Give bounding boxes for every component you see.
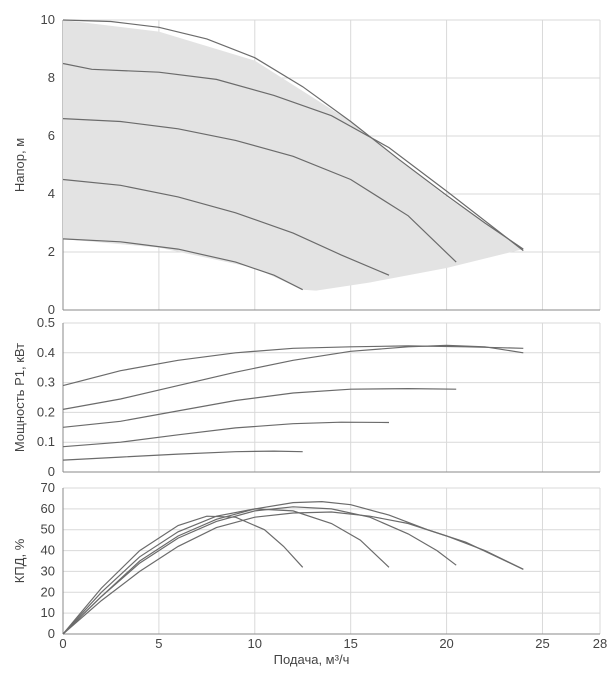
efficiency-curve-speed-1 <box>62 515 304 635</box>
efficiency-y-tick-label: 20 <box>41 584 55 599</box>
power-curve-speed-1 <box>62 450 303 461</box>
efficiency-x-tick-label: 25 <box>535 636 549 651</box>
power-y-tick-label: 0 <box>48 464 55 479</box>
power-y-axis-title: Мощность P1, кВт <box>12 343 27 452</box>
head-curve-speed-1 <box>62 238 303 291</box>
head-y-axis-title: Напор, м <box>12 138 27 192</box>
efficiency-x-tick-label: 10 <box>248 636 262 651</box>
efficiency-y-tick-label: 60 <box>41 501 55 516</box>
efficiency-y-tick-label: 40 <box>41 543 55 558</box>
efficiency-curve-max <box>62 500 524 635</box>
head-operating-area <box>63 20 524 291</box>
power-y-tick-label: 0.5 <box>37 315 55 330</box>
efficiency-x-tick-label: 15 <box>343 636 357 651</box>
efficiency-x-tick-label: 5 <box>155 636 162 651</box>
head-y-tick-label: 6 <box>48 128 55 143</box>
efficiency-y-tick-label: 50 <box>41 522 55 537</box>
head-curve-speed-4 <box>62 62 524 252</box>
efficiency-y-tick-label: 0 <box>48 626 55 641</box>
head-y-tick-label: 0 <box>48 302 55 317</box>
power-curve-speed-3 <box>62 387 457 428</box>
efficiency-x-tick-label: 20 <box>439 636 453 651</box>
head-y-tick-label: 8 <box>48 70 55 85</box>
head-y-tick-label: 4 <box>48 186 55 201</box>
efficiency-curve-speed-4 <box>62 511 524 635</box>
efficiency-y-tick-label: 70 <box>41 480 55 495</box>
efficiency-x-axis-title: Подача, м³/ч <box>274 652 350 667</box>
efficiency-y-tick-label: 30 <box>41 563 55 578</box>
power-curve-speed-4 <box>62 344 524 410</box>
power-y-tick-label: 0.3 <box>37 375 55 390</box>
power-curve-max <box>62 345 524 387</box>
power-y-tick-label: 0.2 <box>37 404 55 419</box>
head-curve-max <box>62 19 524 250</box>
efficiency-y-axis-title: КПД, % <box>12 538 27 583</box>
power-y-tick-label: 0.1 <box>37 434 55 449</box>
power-y-tick-label: 0.4 <box>37 345 55 360</box>
head-curve-speed-3 <box>62 118 457 263</box>
efficiency-curve-speed-3 <box>62 506 457 635</box>
power-curve-speed-2 <box>62 421 390 448</box>
efficiency-x-tick-label: 0 <box>59 636 66 651</box>
efficiency-curve-speed-2 <box>62 508 390 635</box>
head-curve-speed-2 <box>62 178 390 276</box>
efficiency-x-tick-label: 28 <box>593 636 607 651</box>
head-y-tick-label: 2 <box>48 244 55 259</box>
efficiency-y-tick-label: 10 <box>41 605 55 620</box>
head-y-tick-label: 10 <box>41 12 55 27</box>
